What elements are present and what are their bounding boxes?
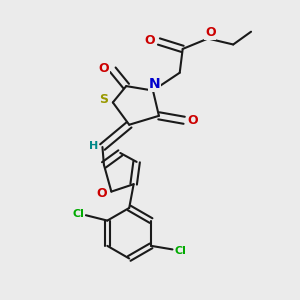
Text: S: S bbox=[99, 93, 108, 106]
Text: Cl: Cl bbox=[72, 209, 84, 219]
Text: Cl: Cl bbox=[174, 246, 186, 256]
Text: O: O bbox=[187, 114, 198, 127]
Text: O: O bbox=[97, 187, 107, 200]
Text: N: N bbox=[148, 77, 160, 91]
Text: H: H bbox=[89, 140, 99, 151]
Text: O: O bbox=[205, 26, 216, 39]
Text: O: O bbox=[145, 34, 155, 46]
Text: O: O bbox=[99, 62, 109, 75]
